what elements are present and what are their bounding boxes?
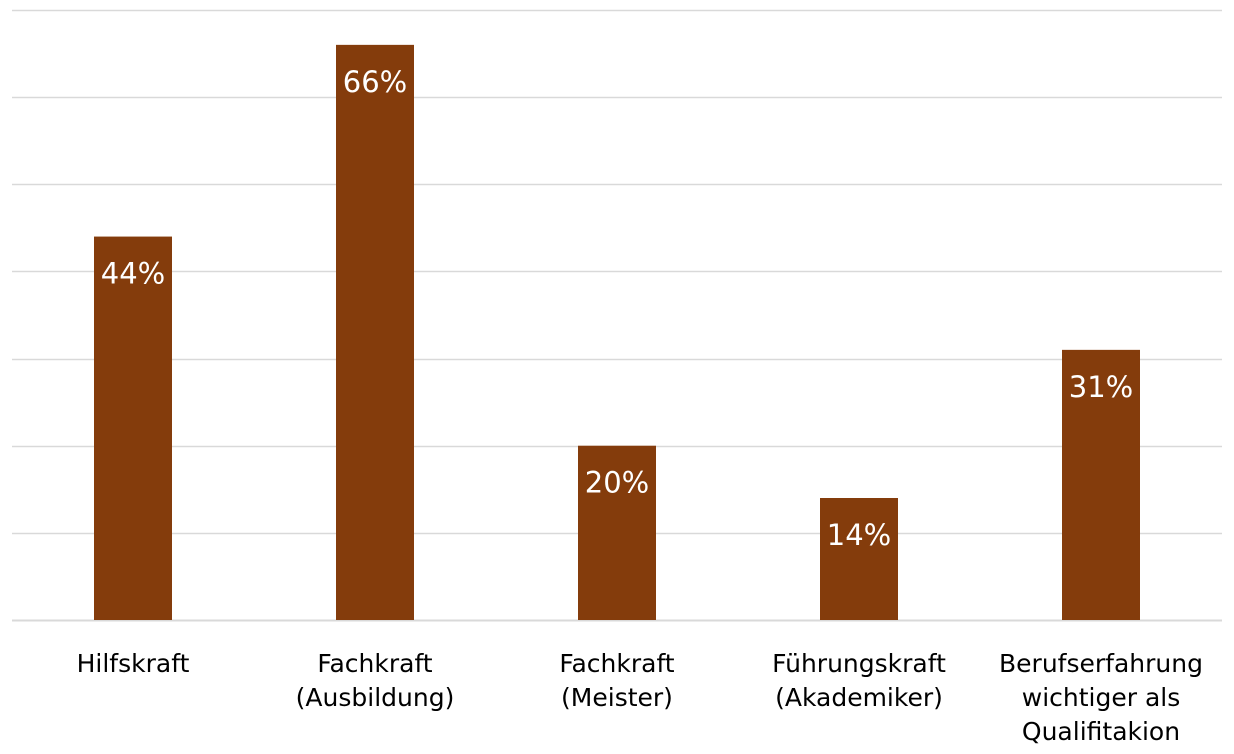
bar [336,44,414,621]
category-label-line: (Ausbildung) [296,683,455,712]
category-labels: Hilfskraft Fachkraft (Ausbildung)Fachkraft… [77,649,1203,746]
data-labels: 44% 66% 20% 14% 31% [101,65,1133,552]
gridlines [12,9,1222,622]
category-label-line: (Akademiker) [775,683,943,712]
category-label: Berufserfahrung wichtiger als Qualifitakio… [999,649,1203,746]
data-label: 31% [1069,370,1133,404]
bar [820,498,898,620]
category-label-line: Fachkraft [559,649,674,678]
category-label-line: Fachkraft [317,649,432,678]
category-label-line: wichtiger als [1022,683,1181,712]
category-label-line: (Meister) [561,683,673,712]
data-label: 66% [343,65,407,99]
data-label: 14% [827,518,891,552]
category-label: Fachkraft (Meister) [559,649,674,712]
bars [94,44,1140,621]
category-label: Führungskraft (Akademiker) [772,649,946,712]
bar [1062,349,1140,620]
bar [94,236,172,621]
data-label: 44% [101,257,165,291]
category-label-line: Qualifitakion [1022,717,1180,746]
bar [578,445,656,620]
category-label: Fachkraft (Ausbildung) [296,649,455,712]
category-label-line: Berufserfahrung [999,649,1203,678]
category-label-line: Führungskraft [772,649,946,678]
category-label: Hilfskraft [77,649,190,678]
data-label: 20% [585,466,649,500]
category-label-line: Hilfskraft [77,649,190,678]
